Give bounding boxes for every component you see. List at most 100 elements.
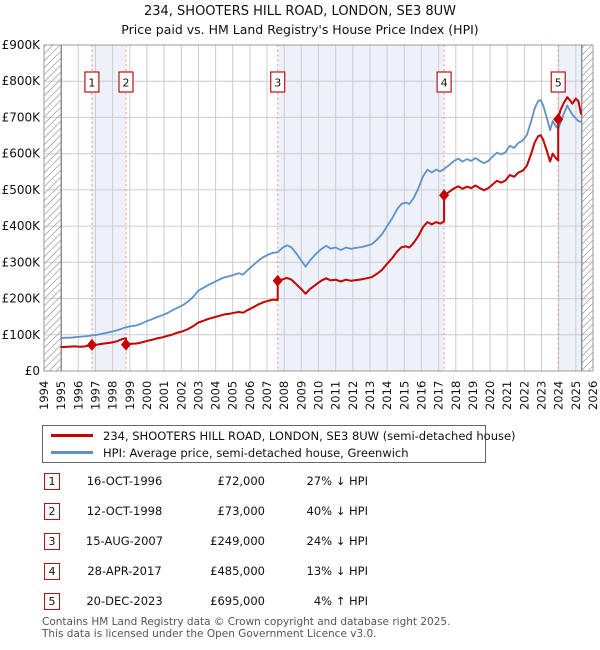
sale-number-badge: 1 (44, 472, 60, 490)
x-axis-label: 2004 (209, 381, 223, 410)
price-history-chart: 1 2 3 4 5 £0 £100K £200K £300K £400K £500K £600K £70… (2, 38, 600, 410)
svg-text:5: 5 (555, 77, 562, 90)
sale-price: £73,000 (217, 504, 265, 518)
sale-marker-diamond (121, 338, 131, 351)
x-axis-label: 2026 (586, 381, 600, 410)
table-row: 2 12-OCT-1998 £73,000 40% ↓ HPI (44, 496, 384, 526)
sale-price: £485,000 (210, 564, 265, 578)
x-axis-label: 1996 (71, 381, 85, 410)
legend-label-hpi: HPI: Average price, semi-detached house,… (103, 445, 409, 460)
no-data-hatch (44, 45, 62, 371)
x-axis-label: 2022 (517, 381, 531, 410)
y-axis-label: £900K (2, 38, 42, 52)
x-axis-label: 2011 (329, 381, 343, 410)
license-line-2: This data is licensed under the Open Gov… (42, 627, 377, 640)
sale-date: 16-OCT-1996 (86, 474, 163, 488)
x-axis-label: 2000 (140, 381, 154, 410)
svg-text:4: 4 (441, 77, 448, 90)
sale-vs-hpi: 40% ↓ HPI (306, 504, 368, 518)
sale-number-box (270, 71, 286, 93)
y-axis-label: £200K (2, 292, 42, 306)
sale-number-box (84, 71, 100, 93)
sale-number-box (436, 71, 452, 93)
hpi-line-swatch (51, 451, 93, 454)
sale-marker-diamond (553, 113, 564, 126)
x-axis-label: 2023 (535, 381, 549, 410)
sale-number-box (550, 71, 566, 93)
x-axis-label: 2020 (483, 381, 497, 410)
legend-label-property: 234, SHOOTERS HILL ROAD, LONDON, SE3 8UW… (103, 428, 516, 443)
sale-date: 12-OCT-1998 (86, 504, 163, 518)
sale-price: £695,000 (210, 594, 265, 608)
table-row: 5 20-DEC-2023 £695,000 4% ↑ HPI (44, 586, 384, 616)
sale-number-badge: 3 (44, 532, 60, 550)
page-title: 234, SHOOTERS HILL ROAD, LONDON, SE3 8UW (143, 4, 457, 19)
x-axis-label: 2001 (157, 381, 171, 410)
x-axis-label: 2008 (277, 381, 291, 410)
ownership-band (558, 45, 582, 371)
x-axis-label: 2010 (312, 381, 326, 410)
x-axis-label: 2021 (500, 381, 514, 410)
table-row: 3 15-AUG-2007 £249,000 24% ↓ HPI (44, 526, 384, 556)
y-axis-label: £800K (2, 74, 42, 88)
table-row: 1 16-OCT-1996 £72,000 27% ↓ HPI (44, 466, 384, 496)
sale-marker-diamond (439, 189, 450, 202)
ownership-band (91, 45, 126, 371)
x-axis-label: 1994 (37, 381, 51, 410)
y-axis-label: £700K (2, 110, 42, 124)
page-subtitle: Price paid vs. HM Land Registry's House … (121, 22, 479, 37)
x-axis-label: 2024 (552, 381, 566, 410)
x-axis-label: 2012 (346, 381, 360, 410)
y-axis-label: £600K (2, 147, 42, 161)
license-line-1: Contains HM Land Registry data © Crown c… (42, 616, 451, 628)
x-axis-label: 2013 (363, 381, 377, 410)
sales-table: 1 16-OCT-1996 £72,000 27% ↓ HPI 2 12-OCT… (44, 466, 384, 616)
sale-vs-hpi: 13% ↓ HPI (306, 564, 368, 578)
table-row: 4 28-APR-2017 £485,000 13% ↓ HPI (44, 556, 384, 586)
sale-vs-hpi: 27% ↓ HPI (306, 474, 368, 488)
x-axis-label: 2007 (260, 381, 274, 410)
sale-date: 15-AUG-2007 (85, 534, 164, 548)
svg-text:1: 1 (88, 77, 95, 90)
legend-item-hpi: HPI: Average price, semi-detached house,… (43, 444, 485, 461)
y-axis-label: £0 (25, 364, 40, 378)
x-axis-label: 2015 (397, 381, 411, 410)
svg-text:3: 3 (274, 77, 281, 90)
x-axis-label: 2018 (449, 381, 463, 410)
x-axis-label: 2019 (466, 381, 480, 410)
no-data-hatch (581, 45, 593, 371)
sale-date: 20-DEC-2023 (86, 594, 163, 608)
y-axis-label: £400K (2, 219, 42, 233)
sale-vs-hpi: 4% ↑ HPI (313, 594, 368, 608)
sale-number-box (118, 71, 134, 93)
y-axis-label: £300K (2, 255, 42, 269)
hpi-line (60, 99, 582, 339)
x-axis-label: 1999 (123, 381, 137, 410)
sale-number-badge: 2 (44, 502, 60, 520)
sale-marker-diamond (272, 274, 283, 287)
x-axis-label: 2002 (174, 381, 188, 410)
x-axis-label: 1997 (89, 381, 103, 410)
x-axis-label: 2005 (226, 381, 240, 410)
ownership-band (277, 45, 445, 371)
x-axis-label: 2025 (569, 381, 583, 410)
x-axis-label: 2016 (414, 381, 428, 410)
x-axis-label: 1995 (54, 381, 68, 410)
y-axis-label: £100K (2, 328, 42, 342)
legend-item-property: 234, SHOOTERS HILL ROAD, LONDON, SE3 8UW… (43, 427, 516, 444)
x-axis-label: 2014 (380, 381, 394, 410)
license-note: Contains HM Land Registry data © Crown c… (42, 616, 451, 640)
sale-price: £249,000 (210, 534, 265, 548)
chart-legend: 234, SHOOTERS HILL ROAD, LONDON, SE3 8UW… (42, 425, 516, 463)
x-axis-label: 2003 (191, 381, 205, 410)
x-axis-label: 2006 (243, 381, 257, 410)
x-axis-label: 2017 (432, 381, 446, 410)
sale-number-badge: 5 (44, 592, 60, 610)
svg-text:2: 2 (123, 77, 130, 90)
sale-price: £72,000 (217, 474, 265, 488)
property-price-line (60, 96, 582, 349)
x-axis-label: 2009 (294, 381, 308, 410)
sale-date: 28-APR-2017 (87, 564, 162, 578)
x-axis-label: 1998 (106, 381, 120, 410)
